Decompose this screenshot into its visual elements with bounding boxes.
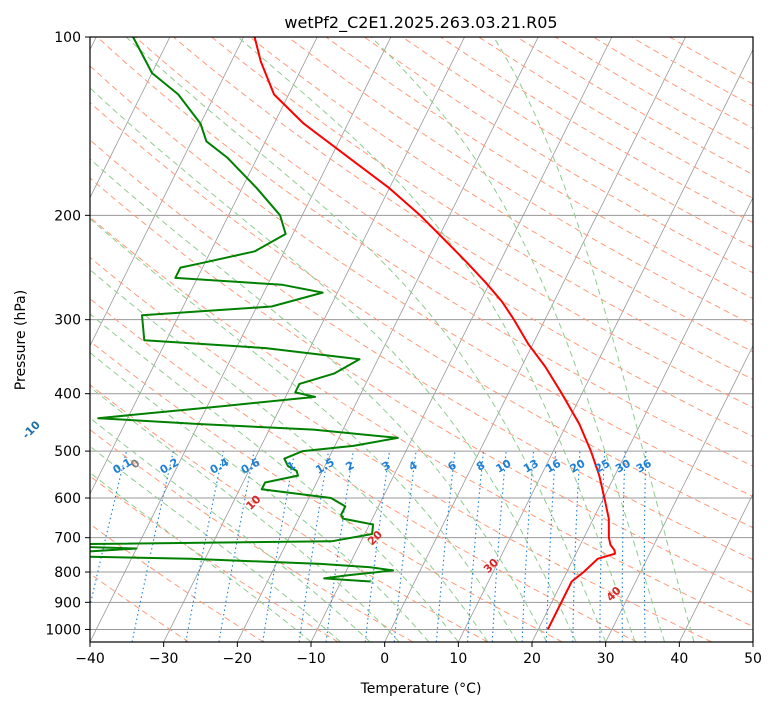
y-tick-label: 100 — [54, 30, 81, 46]
x-tick-label: −20 — [223, 651, 253, 667]
x-tick-label: 20 — [523, 651, 541, 667]
y-axis-title: Pressure (hPa) — [13, 290, 29, 390]
x-axis-title: Temperature (°C) — [360, 681, 482, 697]
x-tick-label: 30 — [597, 651, 615, 667]
x-tick-label: 0 — [380, 651, 389, 667]
x-tick-label: −30 — [149, 651, 179, 667]
x-tick-label: 50 — [744, 651, 762, 667]
y-tick-label: 600 — [54, 491, 81, 507]
y-tick-label: 500 — [54, 444, 81, 460]
y-tick-label: 900 — [54, 595, 81, 611]
y-tick-label: 800 — [54, 565, 81, 581]
y-tick-label: 700 — [54, 531, 81, 547]
chart-title: wetPf2_C2E1.2025.263.03.21.R05 — [284, 13, 557, 33]
x-tick-label: −10 — [296, 651, 326, 667]
x-tick-label: 10 — [449, 651, 467, 667]
y-tick-label: 400 — [54, 387, 81, 403]
y-tick-label: 1000 — [45, 622, 81, 638]
y-tick-label: 200 — [54, 208, 81, 224]
y-tick-label: 300 — [54, 313, 81, 329]
x-tick-label: 40 — [670, 651, 688, 667]
x-tick-label: −40 — [75, 651, 105, 667]
